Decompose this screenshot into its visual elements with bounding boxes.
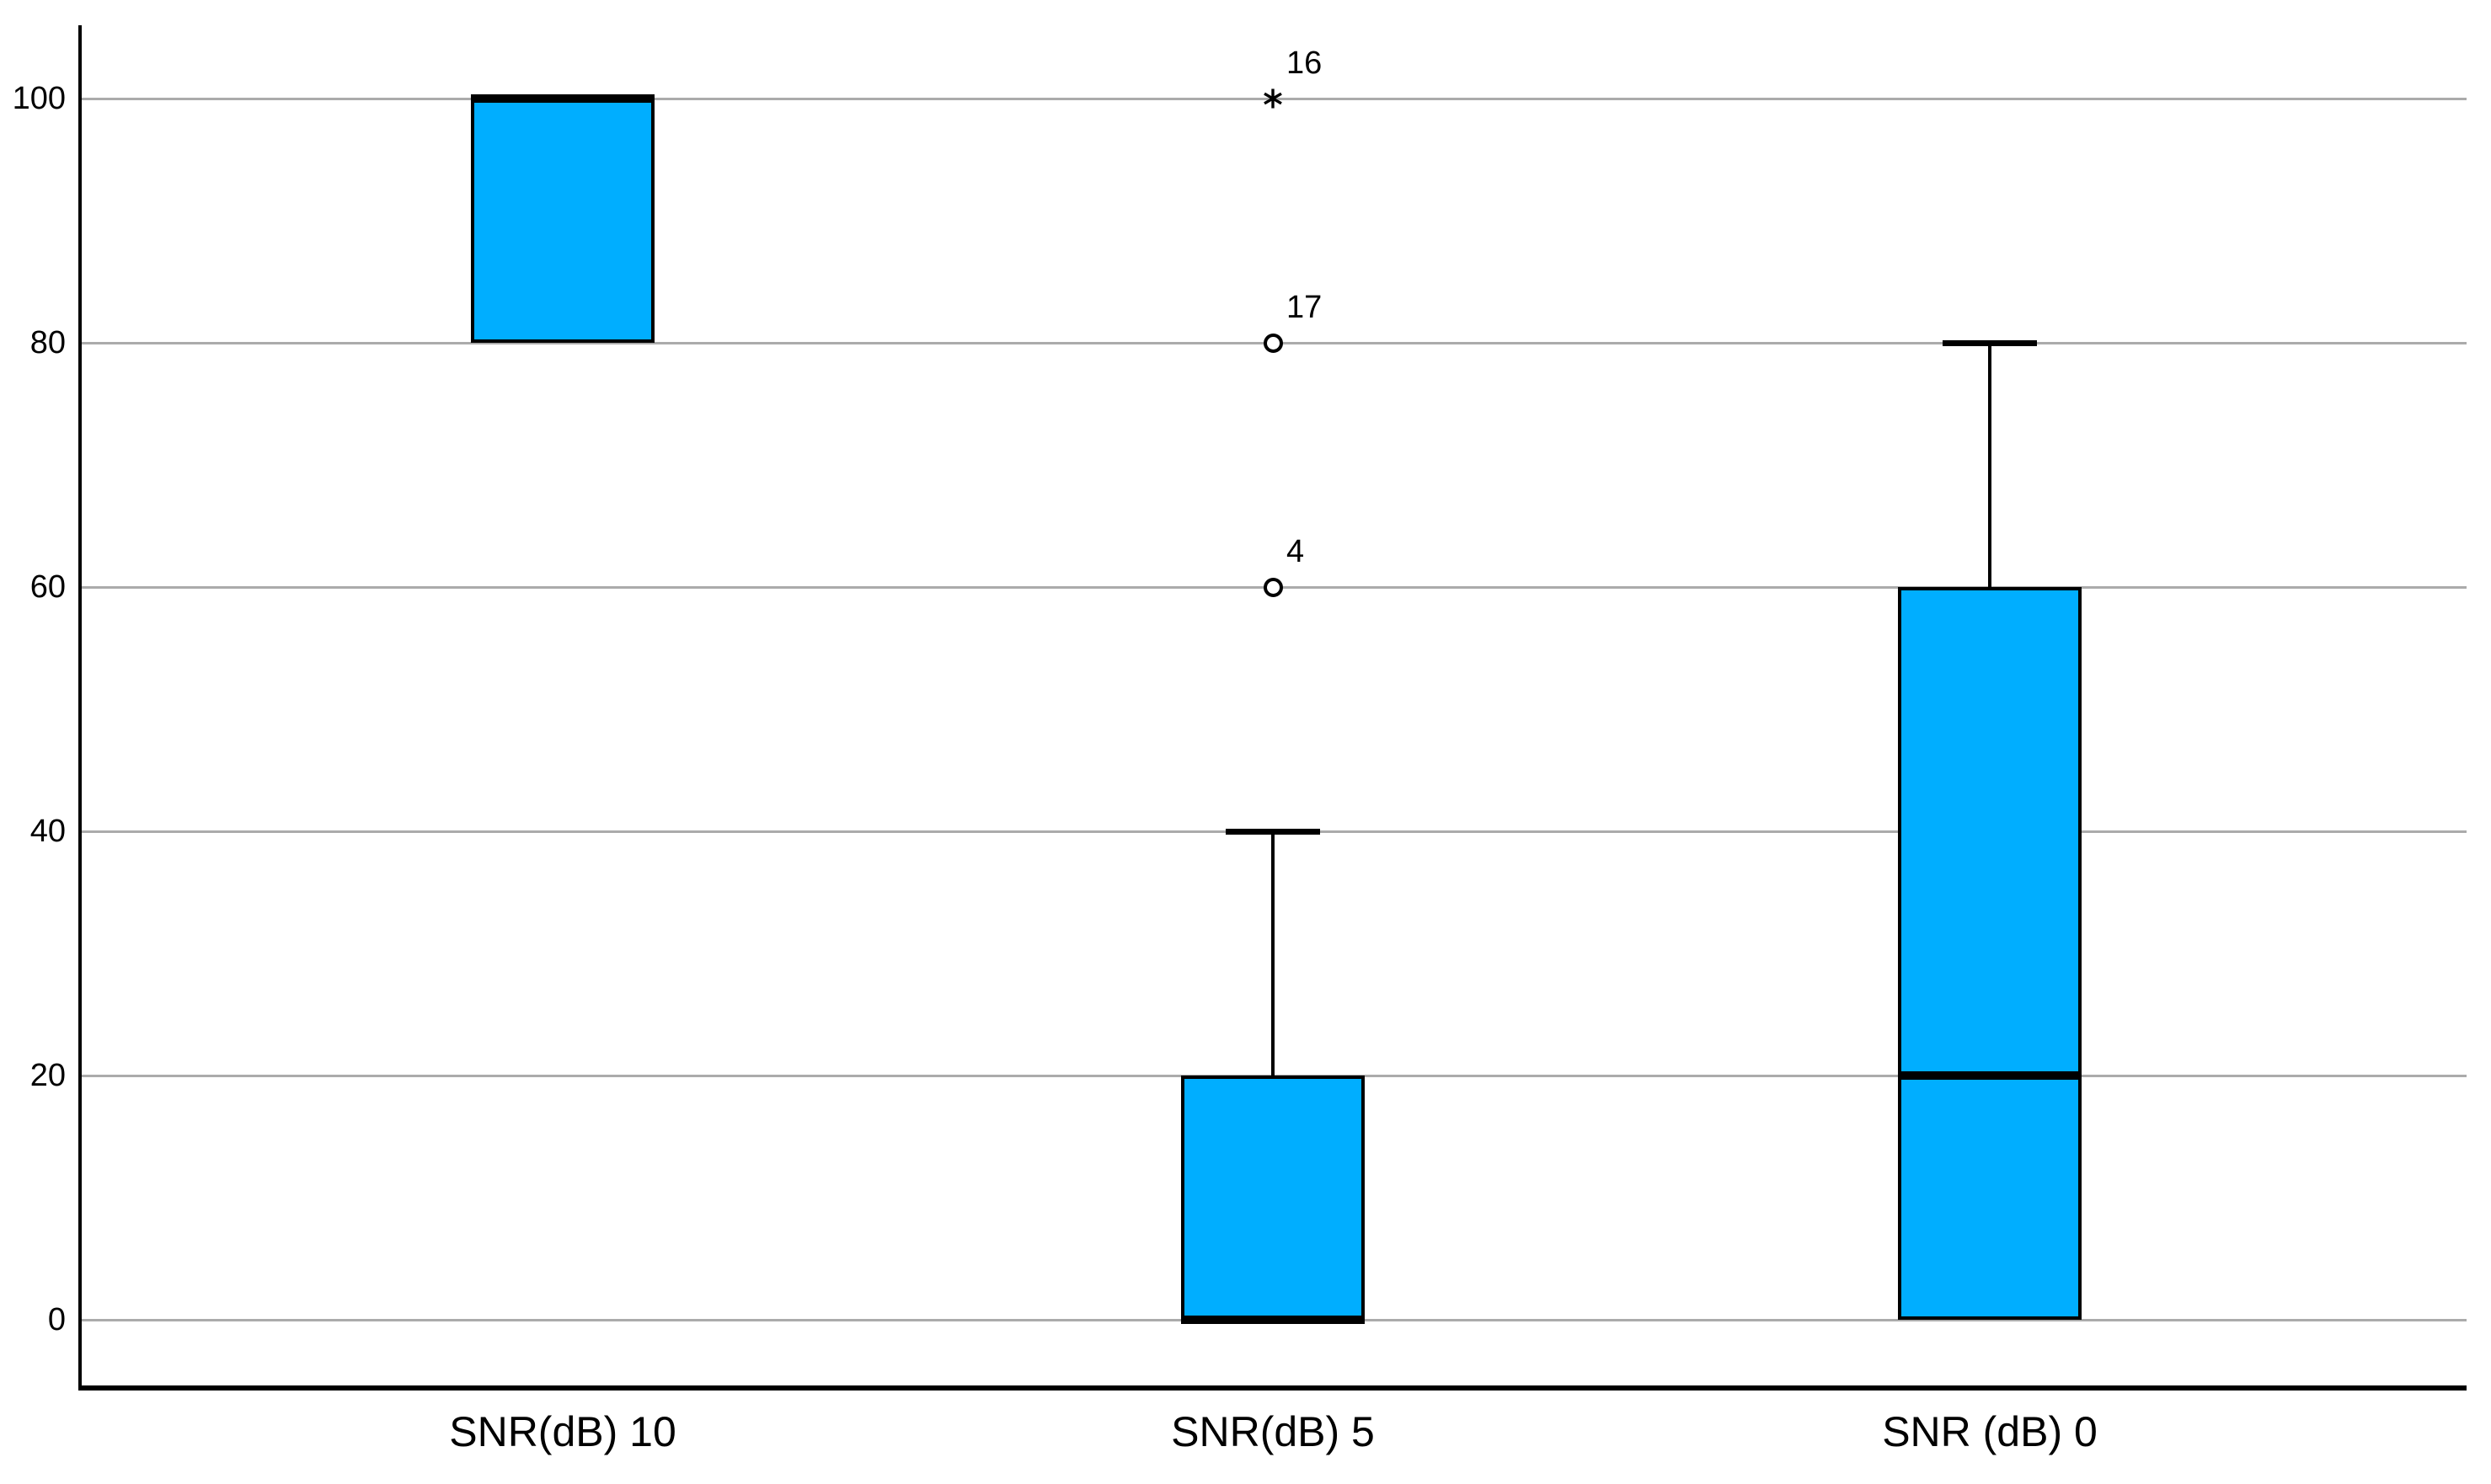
y-tick-label: 40 <box>29 814 66 849</box>
y-tick-label: 80 <box>29 325 66 360</box>
outlier-case-label: 4 <box>1286 534 1305 569</box>
box-3 <box>1898 587 2082 1320</box>
x-category-label: SNR(dB) 5 <box>1171 1408 1375 1455</box>
box-1 <box>471 99 655 343</box>
median-line <box>1898 1071 2082 1080</box>
y-axis-line <box>78 25 82 1391</box>
upper-whisker-cap <box>1226 829 1320 835</box>
x-category-label: SNR(dB) 10 <box>449 1408 676 1455</box>
median-line <box>1181 1316 1365 1324</box>
outlier-case-label: 16 <box>1286 45 1323 81</box>
circle-outlier-marker-icon <box>1263 577 1283 597</box>
asterisk-extreme-marker-icon <box>1262 88 1284 109</box>
y-tick-label: 20 <box>29 1058 66 1093</box>
y-tick-label: 100 <box>12 81 66 116</box>
upper-whisker-cap <box>1943 340 2037 346</box>
y-tick-label: 0 <box>47 1302 66 1337</box>
circle-outlier-marker-icon <box>1263 333 1283 353</box>
upper-whisker-line <box>1271 831 1275 1076</box>
x-axis-line <box>78 1385 2467 1391</box>
outlier-case-label: 17 <box>1286 290 1323 325</box>
box-2 <box>1181 1076 1365 1320</box>
upper-whisker-line <box>1988 343 1991 587</box>
x-category-label: SNR (dB) 0 <box>1882 1408 2098 1455</box>
median-line <box>471 94 655 103</box>
y-tick-label: 60 <box>29 569 66 605</box>
